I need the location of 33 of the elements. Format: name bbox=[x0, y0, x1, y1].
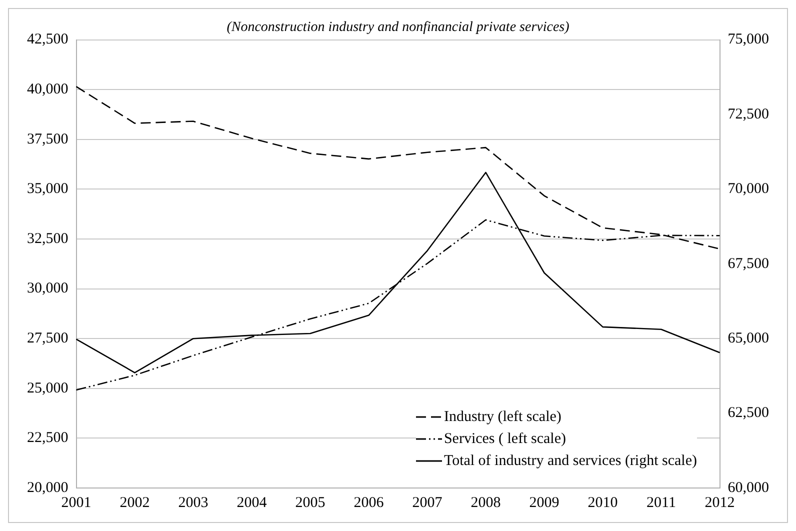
y2-tick-label: 62,500 bbox=[728, 405, 769, 422]
x-tick-label: 2007 bbox=[412, 494, 443, 511]
y2-tick-label: 65,000 bbox=[728, 330, 769, 347]
x-tick-label: 2004 bbox=[236, 494, 268, 511]
y-tick-label: 37,500 bbox=[27, 131, 68, 148]
y-tick-label: 40,000 bbox=[27, 82, 68, 98]
y-tick-label: 27,500 bbox=[27, 330, 68, 347]
y-tick-label: 35,000 bbox=[27, 181, 68, 198]
y2-tick-label: 60,000 bbox=[728, 480, 769, 496]
y2-tick-label: 75,000 bbox=[728, 32, 769, 48]
x-tick-label: 2002 bbox=[120, 494, 150, 511]
legend-label: Industry (left scale) bbox=[444, 408, 562, 427]
y-tick-label: 25,000 bbox=[27, 380, 68, 396]
x-tick-label: 2009 bbox=[529, 494, 560, 511]
y-tick-label: 32,500 bbox=[27, 230, 68, 247]
legend-label: Services ( left scale) bbox=[444, 430, 566, 449]
y-tick-label: 20,000 bbox=[27, 480, 68, 496]
y2-tick-label: 72,500 bbox=[728, 106, 769, 122]
y2-tick-label: 67,500 bbox=[728, 256, 769, 272]
x-tick-label: 2008 bbox=[470, 494, 501, 511]
chart-title: (Nonconstruction industry and nonfinancial private services) bbox=[226, 20, 570, 36]
y-tick-label: 22,500 bbox=[27, 430, 68, 446]
x-tick-label: 2010 bbox=[588, 494, 618, 511]
x-tick-label: 2003 bbox=[178, 494, 208, 511]
y2-tick-label: 70,000 bbox=[728, 181, 769, 198]
y-tick-label: 42,500 bbox=[27, 32, 68, 48]
x-tick-label: 2012 bbox=[704, 494, 735, 511]
x-tick-label: 2005 bbox=[295, 494, 326, 511]
x-tick-label: 2011 bbox=[646, 494, 676, 511]
y-tick-label: 30,000 bbox=[27, 280, 68, 297]
legend-label: Total of industry and services (right scale) bbox=[444, 452, 697, 471]
x-tick-label: 2001 bbox=[61, 494, 92, 511]
x-tick-label: 2006 bbox=[354, 494, 384, 511]
